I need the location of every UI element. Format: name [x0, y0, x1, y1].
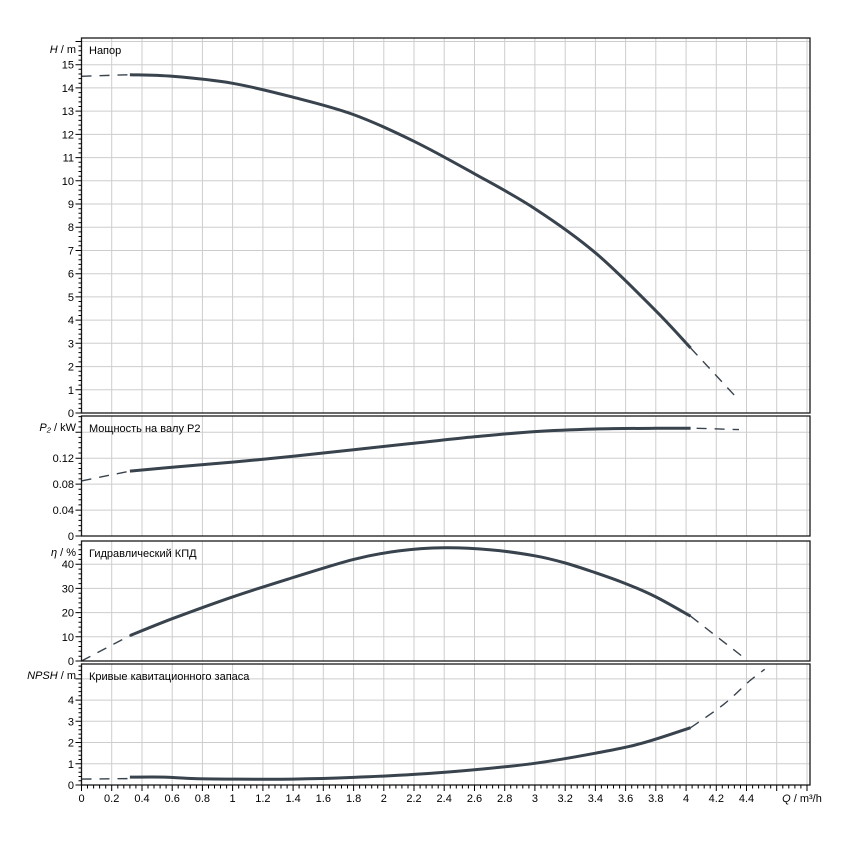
xtick-label-0: 0	[78, 793, 84, 805]
xtick-label-3.6: 3.6	[618, 793, 633, 805]
head-extrapolation-right	[690, 347, 740, 401]
ytick-label-efficiency-30: 30	[62, 583, 74, 595]
xtick-label-0.4: 0.4	[134, 793, 149, 805]
ytick-label-efficiency-10: 10	[62, 632, 74, 644]
power-curve	[129, 426, 691, 473]
efficiency-curve	[129, 546, 692, 637]
grid-npsh	[81, 664, 810, 785]
xtick-label-2.2: 2.2	[406, 793, 421, 805]
yticks-npsh	[75, 665, 82, 786]
ytick-label-head-15: 15	[62, 60, 74, 72]
axis-label-npsh: NPSH / m	[27, 670, 76, 682]
chart-power: 0 0.04 0.08 0.12 P₂ / kW Мощность на валу P2	[39, 415, 811, 543]
power-extrapolation-right	[696, 427, 740, 431]
axis-label-q: Q / m³/h	[782, 793, 822, 805]
grid-head	[81, 38, 810, 413]
ytick-label-npsh-3: 3	[68, 716, 74, 728]
xtick-label-4: 4	[683, 793, 689, 805]
ytick-label-head-3: 3	[68, 338, 74, 350]
frame-head	[80, 37, 811, 414]
xtick-label-0.6: 0.6	[165, 793, 180, 805]
ytick-label-head-6: 6	[68, 269, 74, 281]
yticks-power	[75, 416, 82, 537]
npsh-extrapolation-left	[81, 777, 130, 780]
xtick-label-4.4: 4.4	[739, 793, 754, 805]
ytick-label-power-0: 0	[68, 531, 74, 543]
xtick-label-1.6: 1.6	[316, 793, 331, 805]
xtick-label-0.2: 0.2	[104, 793, 119, 805]
xtick-label-1.8: 1.8	[346, 793, 361, 805]
grid-efficiency	[81, 541, 810, 661]
ytick-label-head-9: 9	[68, 199, 74, 211]
xtick-label-3.8: 3.8	[648, 793, 663, 805]
ytick-label-efficiency-0: 0	[68, 656, 74, 668]
chart-npsh: 0 1 2 3 4 NPSH / m Кривые кавитационного запас…	[27, 663, 811, 792]
axis-label-power: P₂ / kW	[39, 422, 76, 434]
npsh-extrapolation-right	[690, 668, 766, 729]
xtick-label-2.8: 2.8	[497, 793, 512, 805]
xtick-label-2.6: 2.6	[467, 793, 482, 805]
ytick-label-head-0: 0	[68, 408, 74, 420]
ytick-label-power-0.04: 0.04	[53, 505, 74, 517]
ytick-label-npsh-0: 0	[68, 780, 74, 792]
ytick-label-head-14: 14	[62, 83, 74, 95]
ytick-label-npsh-4: 4	[68, 695, 74, 707]
frame-power	[80, 415, 811, 537]
yticks-head	[75, 41, 82, 414]
ytick-label-head-5: 5	[68, 292, 74, 304]
ytick-label-head-11: 11	[63, 153, 74, 165]
ytick-label-head-8: 8	[68, 222, 74, 234]
title-npsh: Кривые кавитационного запаса	[89, 671, 250, 683]
ytick-label-head-7: 7	[68, 246, 74, 258]
ytick-label-head-4: 4	[68, 315, 74, 327]
axis-label-head: H / m	[50, 44, 76, 56]
ytick-label-head-12: 12	[62, 129, 74, 141]
efficiency-extrapolation-left	[81, 634, 131, 662]
ytick-label-power-0.12: 0.12	[53, 453, 74, 465]
power-extrapolation-left	[81, 470, 131, 482]
ytick-label-head-2: 2	[68, 362, 74, 374]
title-power: Мощность на валу P2	[89, 423, 201, 435]
frame-npsh	[80, 663, 811, 786]
ytick-label-npsh-2: 2	[68, 738, 74, 750]
chart-efficiency: 0 10 20 30 40η / % Гидравлический КПД	[51, 540, 811, 668]
npsh-curve	[129, 726, 692, 781]
xtick-label-1.2: 1.2	[255, 793, 270, 805]
head-curve	[129, 73, 692, 350]
ytick-label-npsh-1: 1	[68, 759, 74, 771]
axis-label-efficiency: η / %	[51, 547, 76, 559]
title-head: Напор	[89, 45, 121, 57]
xticks	[81, 785, 808, 791]
ytick-label-efficiency-20: 20	[62, 608, 74, 620]
ytick-label-head-10: 10	[62, 176, 74, 188]
xtick-label-4.2: 4.2	[709, 793, 724, 805]
xtick-label-0.8: 0.8	[195, 793, 210, 805]
ytick-label-head-1: 1	[68, 385, 74, 397]
head-extrapolation-left	[81, 74, 130, 77]
xtick-label-3: 3	[532, 793, 538, 805]
xtick-label-2: 2	[381, 793, 387, 805]
xtick-label-1: 1	[230, 793, 236, 805]
efficiency-extrapolation-right	[690, 615, 743, 657]
xtick-label-2.4: 2.4	[437, 793, 452, 805]
title-efficiency: Гидравлический КПД	[89, 548, 197, 560]
ytick-label-efficiency-40: 40	[62, 559, 74, 571]
xtick-label-3.2: 3.2	[558, 793, 573, 805]
ytick-label-head-13: 13	[62, 106, 74, 118]
yticks-efficiency	[75, 544, 82, 662]
xtick-label-3.4: 3.4	[588, 793, 603, 805]
ytick-label-power-0.08: 0.08	[53, 479, 74, 491]
xtick-label-1.4: 1.4	[285, 793, 300, 805]
frame-efficiency	[80, 540, 811, 662]
grid-power	[81, 416, 810, 536]
